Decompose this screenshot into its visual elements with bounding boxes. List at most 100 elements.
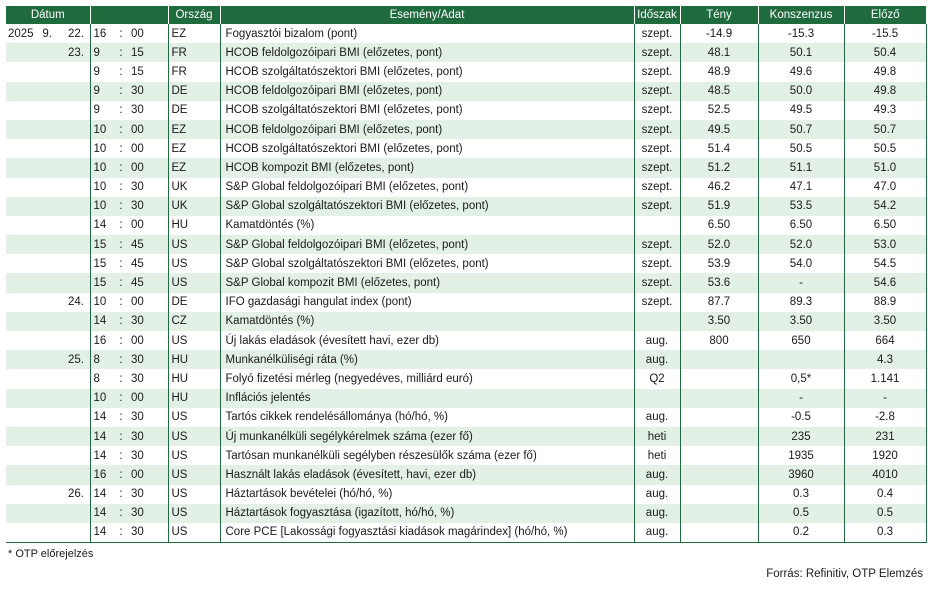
period: szept. [633, 273, 680, 293]
consensus-value: 0.5 [757, 503, 844, 523]
table-row: 10:00 EZ HCOB kompozit BMI (előzetes, pont… [6, 158, 927, 178]
date-cell [6, 408, 90, 427]
table-row: 14:30 US Core PCE [Lakossági fogyasztási k… [6, 522, 927, 544]
actual-value: 6.50 [679, 215, 758, 236]
event-name: Háztartások bevételei (hó/hó, %) [219, 484, 634, 504]
time-minute: 15 [126, 43, 168, 63]
actual-value: 48.5 [679, 81, 758, 101]
period: szept. [633, 196, 680, 216]
date-cell [6, 369, 90, 388]
time-separator: : [116, 311, 126, 331]
period [633, 388, 680, 408]
consensus-value: 0.2 [757, 522, 844, 544]
actual-value [679, 446, 758, 466]
table-row: 10:30 UK S&P Global feldolgozóipari BMI (e… [6, 177, 927, 197]
time-minute: 30 [126, 426, 168, 447]
time-minute: 00 [131, 296, 144, 309]
table-row: 10:00 EZ HCOB szolgáltatószektori BMI (elő… [6, 139, 927, 159]
country-code: DE [167, 100, 220, 120]
time-separator: : [119, 296, 123, 309]
time-separator: : [119, 65, 123, 78]
time-hour: 10 [89, 158, 116, 178]
actual-value [679, 522, 758, 544]
consensus-value: 49.6 [757, 62, 844, 82]
previous-value: 0.5 [843, 503, 927, 523]
time-separator: : [116, 196, 126, 216]
time-hour: 14 [89, 503, 116, 523]
event-name: Háztartások fogyasztása (igazított, hó/h… [219, 503, 634, 523]
date-day: 23. [68, 46, 84, 59]
footnote: * OTP előrejelzés [8, 548, 94, 560]
period: aug. [633, 503, 680, 523]
country-code: UK [167, 177, 220, 197]
previous-value: 6.50 [843, 215, 927, 236]
date-cell: 24. [6, 293, 90, 312]
date-cell [6, 139, 90, 158]
date-year: 2025 [8, 27, 34, 40]
previous-value: - [843, 388, 927, 408]
consensus-value: 50.5 [757, 139, 844, 159]
country-code: FR [167, 43, 220, 63]
period: aug. [633, 407, 680, 427]
event-name: Új lakás eladások (évesített havi, ezer … [219, 331, 634, 351]
event-name: Kamatdöntés (%) [219, 215, 634, 236]
period: szept. [633, 100, 680, 120]
event-name: IFO gazdasági hangulat index (pont) [219, 292, 634, 312]
actual-value [679, 426, 758, 447]
consensus-value: -0.5 [757, 407, 844, 427]
table-row: 14:30 US Háztartások fogyasztása (igazítot… [6, 503, 927, 523]
previous-value: 0.4 [843, 484, 927, 504]
time-separator: : [116, 119, 126, 140]
time-minute: 00 [126, 465, 168, 485]
consensus-value: 50.0 [757, 81, 844, 101]
previous-value: 49.3 [843, 100, 927, 120]
table-row: 15:45 US S&P Global feldolgozóipari BMI (e… [6, 235, 927, 255]
country-code: US [167, 426, 220, 447]
time-minute: 00 [131, 219, 144, 232]
date-cell [6, 311, 90, 331]
time-hour: 9 [89, 62, 116, 82]
country-code: CZ [167, 311, 220, 331]
time-separator: : [119, 104, 123, 117]
actual-value [679, 369, 758, 389]
actual-value: 52.5 [679, 100, 758, 120]
country-code: US [167, 465, 220, 485]
period: szept. [633, 254, 680, 274]
table-body: 2025 9. 22. 16:00 EZ Fogyasztói bizalom (pont… [6, 24, 927, 544]
table-row: 15:45 US S&P Global szolgáltatószektori BM… [6, 254, 927, 274]
date-cell [6, 119, 90, 140]
actual-value: 48.1 [679, 43, 758, 63]
table-row: 14:30 US Új munkanélküli segélykérelmek sz… [6, 426, 927, 447]
time-hour: 10 [89, 388, 116, 408]
table-row: 9:30 DE HCOB feldolgozóipari BMI (előzetes… [6, 81, 927, 101]
consensus-value: -15.3 [757, 24, 844, 44]
country-code: HU [167, 350, 220, 370]
table-row: 8:30 HU Folyó fizetési mérleg (negyedéves,… [6, 369, 927, 389]
previous-value: -2.8 [843, 407, 927, 427]
date-cell: 23. [6, 43, 90, 63]
time-minute: 15 [131, 65, 144, 78]
country-code: US [167, 446, 220, 466]
previous-value: 53.0 [843, 235, 927, 255]
time-hour: 10 [89, 177, 116, 197]
header-previous: Előző [844, 6, 926, 24]
previous-value: 4010 [843, 465, 927, 485]
consensus-value: 54.0 [757, 254, 844, 274]
consensus-value: 89.3 [757, 292, 844, 312]
actual-value: 53.6 [679, 273, 758, 293]
time-separator: : [116, 426, 126, 447]
time-separator: : [116, 350, 126, 370]
period: aug. [633, 484, 680, 504]
header-date: Dátum [6, 6, 91, 24]
consensus-value [757, 350, 844, 370]
header-actual: Tény [680, 6, 759, 24]
time-hour: 14 [89, 215, 116, 236]
date-cell [6, 522, 90, 544]
period: szept. [633, 119, 680, 140]
header-country: Ország [168, 6, 221, 24]
time-hour: 16 [89, 24, 116, 44]
country-code: US [167, 484, 220, 504]
event-name: HCOB feldolgozóipari BMI (előzetes, pont… [219, 119, 634, 140]
table-row: 16:00 US Új lakás eladások (évesített havi… [6, 331, 927, 351]
previous-value: 50.7 [843, 119, 927, 140]
